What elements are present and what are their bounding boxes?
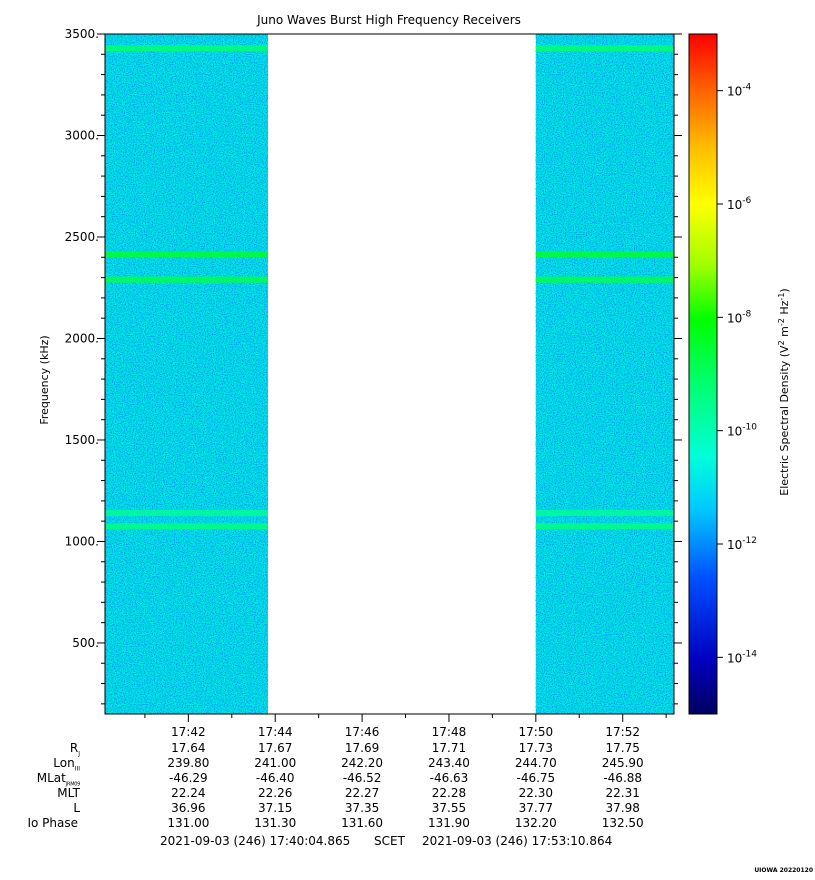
- ephem-cell: 17.67: [258, 741, 293, 755]
- y-axis: 500. 1000. 1500. 2000. 2500. 3000. 3500.: [65, 27, 682, 705]
- colorbar-label-sup2: -2: [777, 318, 786, 326]
- colorbar-label-sup3: -1: [777, 293, 786, 301]
- colorbar-tick-label: 10-14: [727, 649, 757, 665]
- ephem-cell: 17.64: [171, 741, 206, 755]
- footer-end-time: 2021-09-03 (246) 17:53:10.864: [422, 834, 613, 848]
- ephem-cell: 131.90: [427, 816, 470, 830]
- ephem-cell: 22.24: [171, 786, 206, 800]
- y-tick-label: 500.: [72, 636, 99, 650]
- ephem-cell: 22.28: [431, 786, 467, 800]
- colorbar-tick-label: 10-10: [727, 423, 757, 439]
- emission-band: [535, 45, 674, 52]
- ephem-cell: 17.75: [605, 741, 640, 755]
- ephem-label-lon: LonIII: [53, 756, 80, 773]
- footer-start-time: 2021-09-03 (246) 17:40:04.865: [160, 834, 351, 848]
- ephem-cell: -46.75: [516, 771, 556, 785]
- data-segment-1: [105, 34, 268, 714]
- ephem-label-rj: RJ: [69, 741, 80, 758]
- ephem-cell: 37.35: [344, 801, 380, 815]
- y-tick-label: 1000.: [65, 534, 99, 548]
- ephem-cell: 22.30: [518, 786, 553, 800]
- plot-area: [104, 33, 675, 715]
- ephem-cell: 239.80: [167, 756, 210, 770]
- x-tick-label: 17:42: [171, 725, 206, 739]
- ephem-cell: 36.96: [171, 801, 206, 815]
- ephem-cell: 243.40: [427, 756, 470, 770]
- ephem-cell: 131.00: [167, 816, 210, 830]
- emission-band: [535, 251, 674, 258]
- colorbar-label-mid2: Hz: [778, 300, 791, 318]
- ephem-cell: -46.52: [342, 771, 382, 785]
- colorbar-tick-label: 10-4: [727, 83, 752, 99]
- ephem-cell: 37.55: [431, 801, 467, 815]
- x-tick-label: 17:52: [605, 725, 640, 739]
- x-tick-label: 17:48: [432, 725, 467, 739]
- colorbar-tick-label: 10-12: [727, 536, 757, 552]
- ephem-cell: -46.63: [429, 771, 469, 785]
- emission-band: [105, 276, 268, 283]
- ephem-cell: 22.27: [344, 786, 380, 800]
- ephem-cell: 22.31: [605, 786, 640, 800]
- ephem-cell: 242.20: [341, 756, 384, 770]
- y-tick-label: 2500.: [65, 230, 99, 244]
- y-tick-label: 2000.: [65, 331, 99, 345]
- segment-noise: [535, 34, 674, 714]
- ephemeris-table: RJ LonIII MLatJRM09 MLT L Io Phase 17.64…: [0, 741, 700, 836]
- emission-band: [535, 510, 674, 517]
- colorbar-label-sup1: 2: [777, 340, 786, 345]
- footer-scet-label: SCET: [374, 834, 405, 848]
- ephem-cell: 17.73: [518, 741, 553, 755]
- ephem-cell: 17.71: [431, 741, 467, 755]
- ephem-label-mlat: MLatJRM09: [36, 771, 81, 788]
- ephem-label-mlt: MLT: [57, 786, 80, 800]
- colorbar-tick-label: 10-6: [727, 196, 752, 212]
- y-tick-label: 3000.: [65, 128, 99, 142]
- ephem-cell: 17.69: [344, 741, 380, 755]
- ephem-label-io-phase: Io Phase: [27, 816, 78, 830]
- x-tick-label: 17:50: [519, 725, 554, 739]
- ephem-cell: 245.90: [601, 756, 644, 770]
- x-tick-label: 17:46: [345, 725, 380, 739]
- colorbar-tick-label: 10-8: [727, 309, 752, 325]
- emission-band: [105, 523, 268, 530]
- y-axis-label: Frequency (kHz): [38, 335, 51, 424]
- colorbar: 10-4 10-6 10-8 10-10 10-12 10-14: [688, 33, 757, 715]
- ephem-cell: 131.60: [341, 816, 384, 830]
- ephem-cell: 37.77: [518, 801, 553, 815]
- ephem-cell: 37.98: [605, 801, 640, 815]
- colorbar-label-post: ): [778, 288, 791, 292]
- x-axis: 17:42 17:44 17:46 17:48 17:50 17:52: [144, 714, 667, 739]
- emission-band: [105, 510, 268, 517]
- ephem-label-l: L: [73, 801, 80, 815]
- ephem-cell: 22.26: [258, 786, 293, 800]
- emission-band: [535, 276, 674, 283]
- plot-frame: [104, 33, 675, 715]
- colorbar-label-pre: Electric Spectral Density (V: [778, 345, 791, 496]
- ephem-cell: 244.70: [514, 756, 557, 770]
- ephem-cell: -46.88: [603, 771, 643, 785]
- ephem-cell: 37.15: [258, 801, 293, 815]
- x-tick-label: 17:44: [258, 725, 293, 739]
- segment-noise: [105, 34, 268, 714]
- data-segment-2: [535, 34, 674, 714]
- ephem-cell: 241.00: [254, 756, 297, 770]
- colorbar-label-mid1: m: [778, 326, 791, 340]
- y-tick-label: 1500.: [65, 433, 99, 447]
- ephem-cell: -46.29: [169, 771, 208, 785]
- ephem-cell: 132.20: [514, 816, 557, 830]
- emission-band: [105, 45, 268, 52]
- colorbar-label: Electric Spectral Density (V2 m-2 Hz-1): [777, 288, 791, 495]
- ephem-cell: -46.40: [255, 771, 295, 785]
- processing-stamp: UIOWA 20220120: [754, 867, 813, 874]
- y-tick-label: 3500.: [65, 27, 99, 41]
- ephem-cell: 132.50: [601, 816, 644, 830]
- colorbar-gradient: [688, 33, 718, 715]
- chart-title: Juno Waves Burst High Frequency Receiver…: [256, 13, 521, 27]
- emission-band: [535, 523, 674, 530]
- emission-band: [105, 251, 268, 258]
- ephem-cell: 131.30: [254, 816, 297, 830]
